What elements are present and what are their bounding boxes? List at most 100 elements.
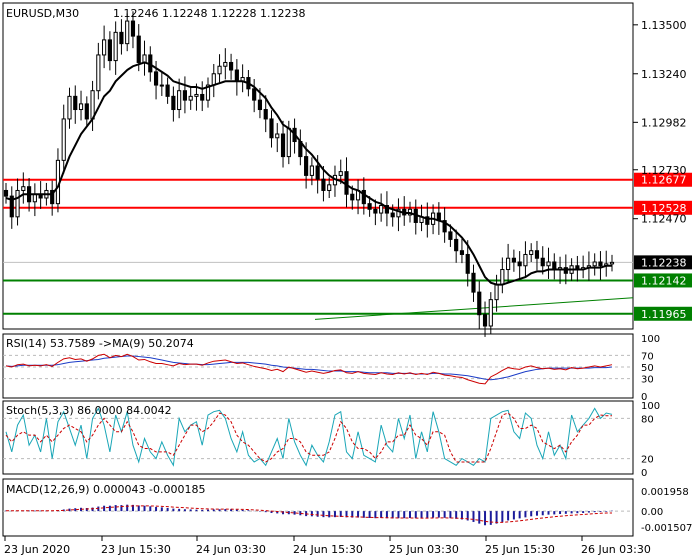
candle-body [477, 291, 482, 316]
candle-body [517, 261, 522, 267]
time-tick-label: 25 Jun 15:30 [485, 543, 555, 556]
candle-body [171, 95, 176, 111]
candle-body [142, 54, 147, 63]
candle-body [205, 84, 211, 101]
price-panel-frame [2, 2, 634, 330]
time-tick-label: 23 Jun 2020 [4, 543, 70, 556]
candle-body [309, 165, 314, 176]
candle-body [130, 20, 136, 37]
candle-body [15, 189, 20, 218]
candle-body [454, 238, 459, 252]
ohlc-readout: 1.12246 1.12248 1.12228 1.12238 [113, 7, 305, 20]
candle-body [465, 253, 470, 274]
support-price-label: 1.12142 [641, 274, 687, 287]
candle-body [321, 178, 326, 191]
resistance-price-label: 1.12528 [641, 202, 687, 215]
time-tick-label: 23 Jun 15:30 [101, 543, 171, 556]
oscillator-tick-label: 80 [641, 414, 654, 425]
candle-body [107, 39, 112, 62]
candle-body [396, 208, 401, 218]
support-price-label: 1.11965 [641, 308, 687, 321]
rsi-title: RSI(14) 53.7589 ->MA(9) 50.2074 [6, 337, 194, 350]
candle-body [200, 93, 205, 101]
rsi-ma-line [5, 355, 613, 381]
candle-body [263, 109, 268, 120]
candle-body [153, 71, 159, 86]
candle-body [257, 99, 263, 111]
candle-body [373, 208, 378, 214]
macd-signal-line [6, 505, 612, 523]
price-panel: 1.12677 1.12528 1.12142 1.11965 1.12238 1.135… [3, 11, 692, 337]
candle-body [315, 165, 320, 180]
stoch-signal-line [5, 412, 612, 463]
candle-body [367, 203, 372, 210]
stoch-panel: 100 80 20 0 [3, 401, 660, 479]
candle-body [442, 220, 447, 233]
candle-body [534, 250, 540, 259]
oscillator-tick-label: 20 [641, 455, 654, 466]
resistance-price-tag [634, 172, 692, 187]
oscillator-tick-label: 0 [641, 392, 647, 403]
candle-body [280, 133, 286, 158]
candle-body [194, 93, 199, 97]
candle-body [459, 250, 465, 255]
candle-body [523, 253, 528, 267]
resistance-price-label: 1.12677 [641, 174, 687, 187]
candle-body [384, 205, 390, 214]
candle-body [113, 31, 118, 62]
candle-body [598, 261, 603, 267]
candle-body [50, 189, 55, 205]
oscillator-tick-label: 70 [641, 351, 654, 362]
candle-body [529, 250, 534, 255]
candle-body [21, 186, 26, 191]
candle-body [286, 127, 291, 158]
candle-body [73, 95, 78, 111]
current-price-label: 1.12238 [641, 256, 687, 269]
macd-tick-label: 0.00 [641, 507, 663, 518]
candle-body [217, 65, 222, 75]
stoch-panel-frame [2, 400, 634, 475]
stoch-title: Stoch(5,3,3) 86.0000 84.0042 [6, 404, 172, 417]
candle-body [32, 193, 37, 203]
stoch-main-line [5, 407, 613, 467]
candle-body [177, 90, 182, 111]
price-tick-label: 1.13500 [641, 19, 687, 32]
candle-body [96, 54, 101, 92]
candle-body [269, 118, 274, 139]
candle-body [9, 195, 14, 218]
candle-body [471, 272, 476, 293]
oscillator-tick-label: 30 [641, 375, 654, 386]
support-price-tag [634, 273, 692, 288]
candle-body [390, 212, 395, 218]
candle-body [379, 205, 384, 214]
candle-body [511, 257, 516, 263]
candle-body [188, 95, 193, 101]
candle-body [136, 35, 141, 63]
candle-body [361, 189, 366, 205]
rsi-line [5, 353, 613, 385]
candle-body [488, 299, 493, 327]
candle-body [592, 261, 597, 267]
candle-body [102, 39, 107, 56]
candle-body [546, 261, 551, 267]
oscillator-tick-label: 50 [641, 363, 654, 374]
candle-body [119, 31, 124, 45]
trendline [314, 297, 634, 320]
candle-body [552, 261, 557, 271]
candle-body [211, 73, 216, 86]
candle-body [125, 20, 130, 45]
candle-body [540, 257, 545, 267]
time-tick-label: 26 Jun 03:30 [581, 543, 651, 556]
current-price-tag [634, 255, 692, 270]
candle-body [425, 216, 430, 225]
price-tick-label: 1.12730 [641, 164, 687, 177]
time-tick-label: 25 Jun 03:30 [389, 543, 459, 556]
oscillator-tick-label: 100 [641, 401, 660, 412]
candle-body [482, 314, 488, 327]
macd-panel-frame [2, 478, 634, 537]
price-tick-label: 1.12470 [641, 213, 687, 226]
candle-body [506, 257, 511, 271]
